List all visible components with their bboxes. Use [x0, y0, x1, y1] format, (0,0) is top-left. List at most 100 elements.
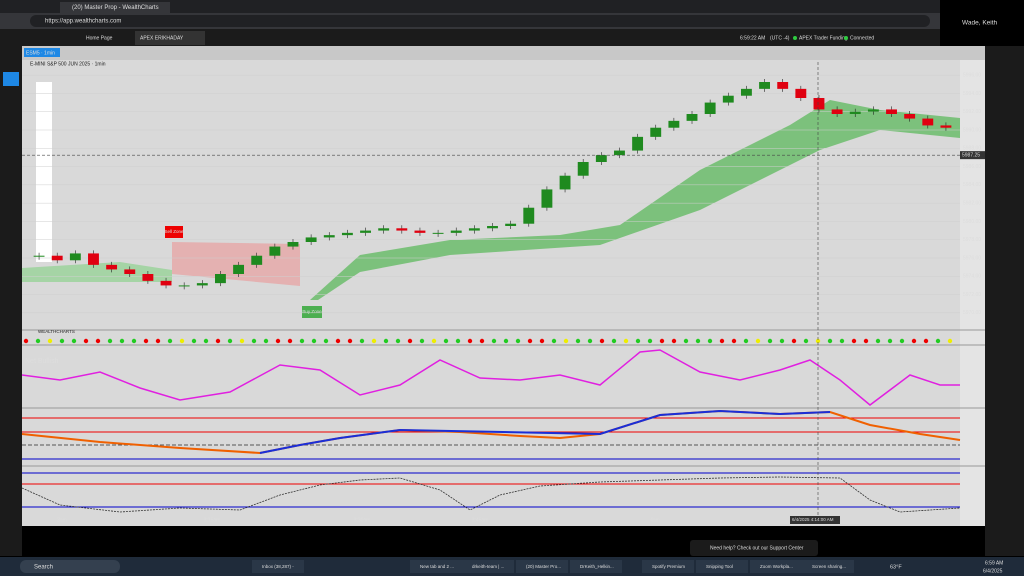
candle [88, 253, 99, 265]
candle [904, 114, 916, 119]
signal-dot [107, 338, 113, 344]
candle [51, 255, 63, 261]
candle [614, 150, 625, 156]
taskbar-app-label: Screen sharing... [812, 564, 846, 569]
candle [940, 125, 952, 128]
signal-dot [575, 338, 581, 344]
signal-dot [311, 338, 317, 344]
signal-dot [95, 338, 101, 344]
app-tab[interactable]: APEX ERIKHADAY [140, 35, 184, 41]
signal-dot [443, 338, 449, 344]
taskbar-app-label: Zoom Workpla... [760, 564, 793, 569]
candle [849, 111, 861, 114]
candle [450, 230, 462, 233]
signal-dot [167, 338, 173, 344]
active-tab-bg [135, 31, 205, 45]
signal-dot [803, 338, 809, 344]
candle [722, 95, 734, 103]
signal-dot [779, 338, 785, 344]
signal-dot [407, 338, 413, 344]
account: APEX Trader Funding [799, 35, 848, 41]
taskbar-app[interactable] [570, 560, 622, 573]
taskbar-app[interactable] [696, 560, 748, 573]
candle [160, 280, 172, 286]
y-tick-label: 5990.00 [963, 127, 981, 133]
signal-dot [47, 338, 53, 344]
candle [541, 189, 553, 208]
candle [867, 109, 879, 112]
candle [704, 102, 716, 114]
signal-dot [203, 338, 209, 344]
buy-zone-label-bg [302, 306, 322, 318]
taskbar-app[interactable] [410, 560, 462, 573]
signal-dot [683, 338, 689, 344]
y-tick-label: 5986.00 [963, 164, 981, 170]
taskbar-app[interactable] [516, 560, 568, 573]
candle [759, 82, 770, 89]
taskbar-app[interactable] [642, 560, 694, 573]
candle [632, 136, 644, 151]
taskbar-app[interactable] [252, 560, 304, 573]
candle [777, 82, 789, 89]
candle [740, 88, 752, 96]
signal-dot [563, 338, 569, 344]
y-tick-label: 5992.00 [963, 109, 981, 115]
signal-dot [695, 338, 701, 344]
taskbar-app-label: New tab and 2 ... [420, 564, 454, 569]
trend-cloud [310, 100, 960, 300]
sell-zone-label-bg [165, 226, 183, 238]
taskbar-app[interactable] [802, 560, 854, 573]
taskbar-app[interactable] [462, 560, 514, 573]
taskbar-time: 6:59 AM [985, 560, 1003, 566]
left-sidebar [0, 46, 22, 556]
signal-dot [23, 338, 29, 344]
app-tab[interactable]: Home Page [86, 35, 113, 41]
y-tick-label: 5994.00 [963, 91, 981, 97]
candle [886, 109, 897, 114]
timezone: (UTC -4) [770, 35, 790, 41]
status-dot [793, 36, 797, 40]
signal-dot [59, 338, 65, 344]
support-popup[interactable] [690, 540, 818, 556]
signal-dot [743, 338, 749, 344]
tab-bar [0, 0, 940, 13]
clock: 6:59:22 AM [740, 35, 765, 41]
trend-line [259, 409, 831, 454]
signal-dot [731, 338, 737, 344]
taskbar-date: 6/4/2025 [983, 568, 1003, 574]
signal-dot [827, 338, 833, 344]
candle [233, 264, 245, 274]
candle [595, 155, 607, 162]
signal-dot [371, 338, 377, 344]
signal-dot [515, 338, 521, 344]
crosshair-time-box [790, 516, 840, 524]
candle [360, 230, 371, 233]
signal-dot [383, 338, 389, 344]
signal-dot [659, 338, 665, 344]
signal-dot [539, 338, 545, 344]
search-box[interactable] [20, 560, 120, 573]
signal-dot [815, 338, 821, 344]
y-tick-label: 5996.00 [963, 72, 981, 78]
taskbar-app[interactable] [750, 560, 802, 573]
app-toolbar [0, 29, 940, 46]
signal-dot [179, 338, 185, 344]
candle [795, 88, 807, 98]
address-bar[interactable] [30, 15, 930, 27]
candle [378, 228, 390, 231]
browser-tab[interactable] [60, 2, 170, 13]
signal-dot [767, 338, 773, 344]
signal-dot [587, 338, 593, 344]
y-tick-label: 5978.00 [963, 237, 981, 243]
signal-dot [323, 338, 329, 344]
y-tick-label: 5972.00 [963, 292, 981, 298]
signal-dot [455, 338, 461, 344]
candle [251, 255, 263, 265]
signal-dot [947, 338, 953, 344]
x-tick-label: 3:15am [204, 517, 221, 523]
signal-dot [83, 338, 89, 344]
symbol-tab[interactable] [24, 48, 60, 57]
add-button[interactable] [3, 72, 19, 86]
candle [396, 228, 408, 231]
